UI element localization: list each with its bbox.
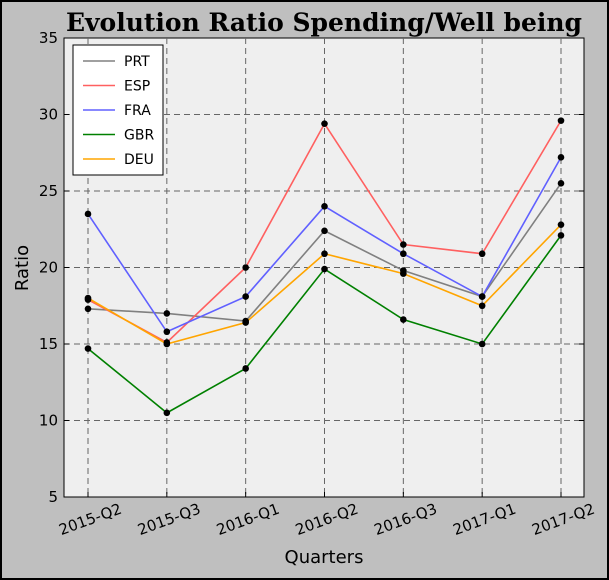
legend-label-fra: FRA	[124, 103, 151, 119]
data-point-gbr	[557, 232, 565, 239]
data-point-esp	[400, 241, 407, 248]
data-point-fra	[242, 293, 249, 300]
data-point-gbr	[163, 409, 171, 417]
y-tick-label: 35	[39, 29, 58, 47]
data-point-deu	[400, 270, 407, 277]
legend-label-esp: ESP	[124, 79, 150, 95]
x-tick-label: 2017-Q2	[529, 500, 597, 539]
y-tick-label: 5	[48, 488, 58, 506]
data-point-gbr	[478, 340, 486, 348]
y-tick-label: 30	[39, 106, 58, 124]
data-point-esp	[478, 250, 486, 258]
y-axis-ticks: 5 10 15 20 25 30 35	[39, 29, 584, 506]
data-point-fra	[163, 328, 171, 336]
data-point-esp	[321, 120, 328, 127]
data-point-gbr	[400, 316, 407, 323]
data-point-gbr	[84, 345, 92, 352]
y-axis-label: Ratio	[12, 245, 33, 291]
x-tick-label: 2016-Q2	[293, 500, 361, 539]
legend: PRT ESP FRA GBR DEU	[72, 44, 164, 176]
series-layer	[84, 117, 565, 417]
chart-title: Evolution Ratio Spending/Well being	[66, 8, 582, 37]
data-point-deu	[478, 302, 486, 310]
data-point-deu	[557, 221, 565, 228]
data-point-prt	[557, 180, 565, 187]
data-point-fra	[557, 154, 565, 161]
y-tick-label: 20	[39, 259, 58, 277]
data-point-gbr	[321, 265, 328, 273]
data-point-prt	[163, 310, 171, 317]
legend-label-prt: PRT	[124, 54, 150, 70]
y-tick-label: 25	[39, 182, 58, 200]
data-point-fra	[478, 293, 486, 300]
x-tick-label: 2016-Q1	[214, 500, 282, 539]
data-point-deu	[84, 294, 92, 302]
data-point-esp	[242, 264, 249, 271]
x-tick-label: 2015-Q3	[135, 500, 203, 539]
data-point-prt	[84, 305, 92, 313]
x-tick-label: 2017-Q1	[451, 500, 519, 539]
data-point-gbr	[242, 365, 249, 372]
legend-label-deu: DEU	[124, 152, 154, 168]
data-point-fra	[400, 250, 407, 258]
data-point-prt	[321, 227, 328, 235]
y-tick-label: 10	[39, 412, 58, 430]
data-point-deu	[163, 340, 171, 348]
data-point-fra	[84, 210, 92, 218]
legend-label-gbr: GBR	[124, 128, 154, 144]
x-tick-label: 2015-Q2	[56, 500, 124, 539]
x-axis-ticks: 2015-Q2 2015-Q3 2016-Q1 2016-Q2 2016-Q3 2017-…	[56, 492, 597, 539]
data-point-deu	[321, 250, 328, 258]
x-tick-label: 2016-Q3	[372, 500, 440, 539]
data-point-deu	[242, 319, 249, 326]
x-axis-label: Quarters	[285, 547, 364, 568]
y-tick-label: 15	[39, 335, 58, 353]
data-point-esp	[557, 117, 565, 124]
data-point-fra	[321, 203, 328, 210]
